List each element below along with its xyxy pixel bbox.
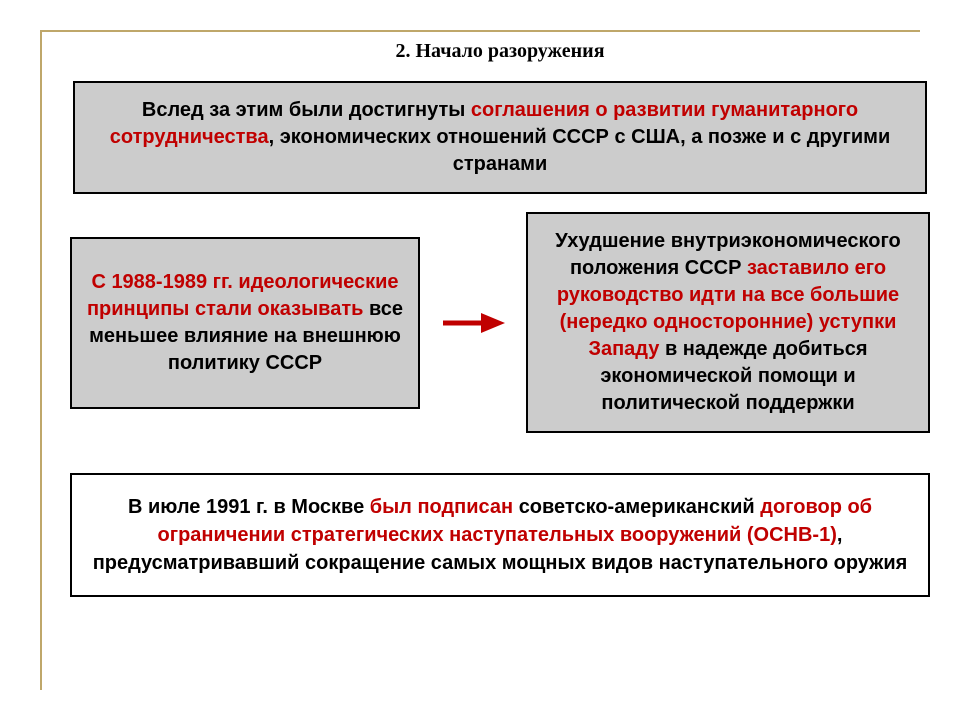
intro-box: Вслед за этим были достигнуты соглашения… (73, 81, 927, 194)
bottom-box: В июле 1991 г. в Москве был подписан сов… (70, 473, 930, 597)
middle-row: С 1988-1989 гг. идеологические принципы … (70, 212, 930, 433)
section-title: 2. Начало разоружения (70, 40, 930, 63)
content-area: 2. Начало разоружения Вслед за этим были… (70, 40, 930, 597)
decorative-frame-horizontal (40, 30, 920, 32)
right-box: Ухудшение внутриэкономического положения… (526, 212, 930, 433)
decorative-frame-vertical (40, 30, 42, 690)
arrow-icon (437, 311, 509, 335)
left-box: С 1988-1989 гг. идеологические принципы … (70, 237, 420, 409)
